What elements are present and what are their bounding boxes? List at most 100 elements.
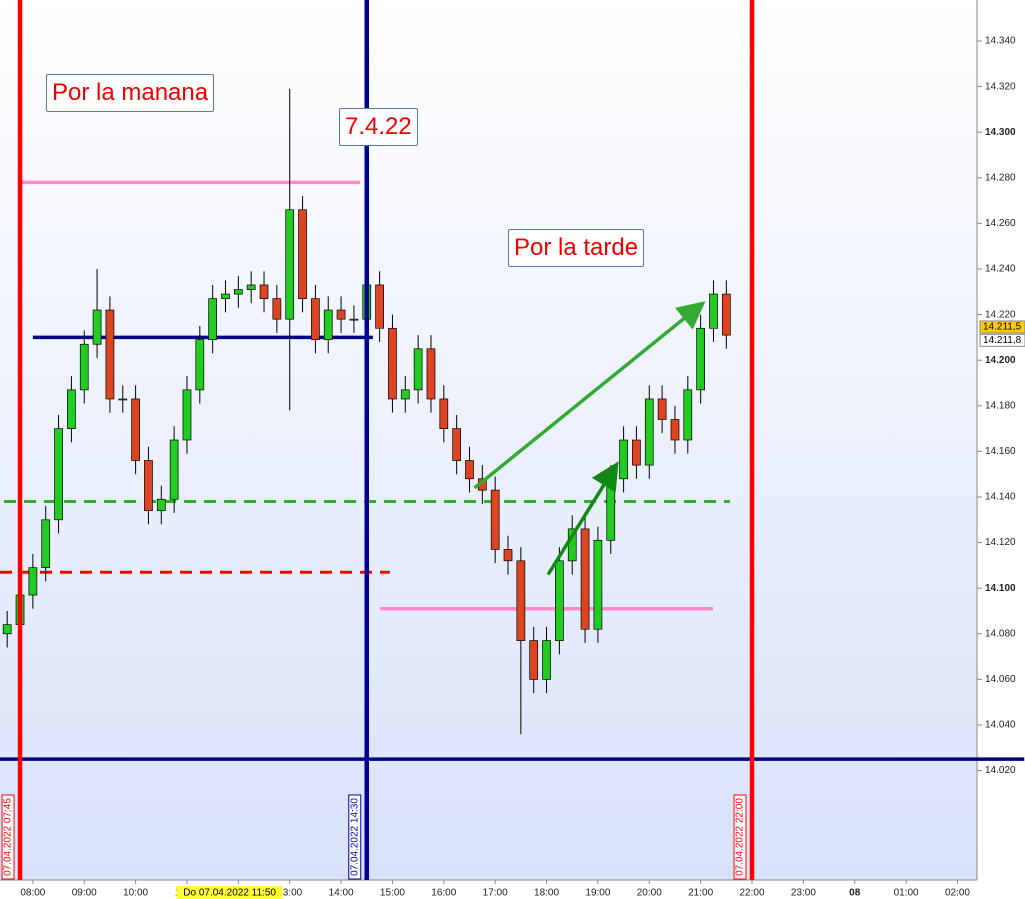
candle-body [657,398,667,420]
candle-body [439,398,449,429]
candle-body [195,339,205,391]
y-tick-label: 14.180 [985,400,1016,411]
x-tick-label: 22:00 [739,888,764,899]
y-tick-label: 14.320 [985,81,1016,92]
x-tick-label: 16:00 [431,888,456,899]
candle-body [606,478,616,541]
candle-body [452,428,462,461]
x-tick-label: 20:00 [637,888,662,899]
y-axis-bg [977,0,1025,899]
candle-body [670,419,680,441]
candle-body [555,560,564,641]
candle-body [580,528,590,630]
candle-body [182,389,192,441]
candle-body [156,498,166,512]
candle-body [298,209,307,300]
annotation: Por la manana [46,74,215,112]
vline-label-bg [348,794,362,880]
candle-body [105,309,115,400]
price-tag-bg [979,320,1025,334]
candle-body [169,439,179,500]
candle-body [529,640,539,680]
vline-label-bg [1,794,15,880]
y-tick-label: 14.300 [985,127,1016,138]
candle-body [400,389,410,400]
candle-body [632,439,641,466]
x-tick-label: 13:00 [277,888,302,899]
candle-body [349,318,359,321]
y-tick-label: 14.040 [985,720,1016,731]
candle-body [696,327,705,391]
y-tick-label: 14.280 [985,172,1016,183]
candle-body [221,293,230,300]
y-tick-label: 14.100 [985,583,1016,594]
y-tick-label: 14.340 [985,36,1016,47]
annotation: 7.4.22 [339,108,418,146]
candle-body [593,539,603,630]
candle-body [208,298,218,341]
candle-body [644,398,654,466]
candle-body [118,398,128,401]
candle-body [413,348,423,391]
price-tag-bg [979,333,1025,347]
x-tick-label: 21:00 [688,888,713,899]
x-tick-label: 18:00 [534,888,559,899]
candle-body [709,293,718,329]
price-tag: 14.211,8 [983,335,1022,346]
y-tick-label: 14.120 [985,537,1016,548]
y-tick-label: 14.200 [985,355,1016,366]
candle-body [619,439,628,480]
candle-body [323,309,333,341]
candle-body [503,549,513,562]
candle-body [375,284,384,329]
x-tick-label: 08 [849,888,861,899]
vline-label: 07.04.2022 22:00 [735,798,746,876]
y-tick-label: 14.240 [985,264,1016,275]
candle-body [465,460,474,480]
x-tick-label: 08:00 [20,888,45,899]
candle-body [246,284,256,290]
y-tick-label: 14.260 [985,218,1016,229]
y-tick-label: 14.080 [985,628,1016,639]
trend-arrow [546,461,619,576]
candle-body [131,398,140,461]
vline-label: 07.04.2022 07:45 [3,798,14,876]
x-tick-label: 09:00 [72,888,97,899]
x-tick-label: 02:00 [945,888,970,899]
candle-body [272,298,282,320]
candle-body [721,293,731,336]
vline-label-bg [733,794,747,880]
y-tick-label: 14.220 [985,309,1016,320]
x-tick-label: 01:00 [894,888,919,899]
candle-body [490,489,500,550]
candle-body [285,209,295,320]
y-tick-label: 14.160 [985,446,1016,457]
annotation: Por la tarde [508,229,645,267]
x-tick-label: 17:00 [483,888,508,899]
candle-body [92,309,102,345]
x-tick-label: 23:00 [791,888,816,899]
candle-body [233,289,243,295]
y-tick-label: 14.060 [985,674,1016,685]
x-tick-label: 19:00 [585,888,610,899]
candle-body [311,298,320,341]
candle-body [426,348,436,400]
x-tick-label: 10:00 [123,888,148,899]
trend-arrow [473,301,706,490]
x-tick-label: 15:00 [380,888,405,899]
x-tick-label: 14:00 [329,888,354,899]
cursor-label: Do 07.04.2022 11:50 [183,888,276,899]
vline-label: 07.04.2022 14:30 [349,798,360,876]
cursor-label-bg [176,886,283,899]
candle-body [259,284,269,300]
candle-body [144,460,153,512]
y-tick-label: 14.140 [985,492,1016,503]
candle-body [41,519,51,569]
candle-body [67,389,76,429]
candle-body [336,309,346,320]
plot-bg [0,0,977,880]
candle-body [683,389,693,441]
candle-body [54,428,63,521]
